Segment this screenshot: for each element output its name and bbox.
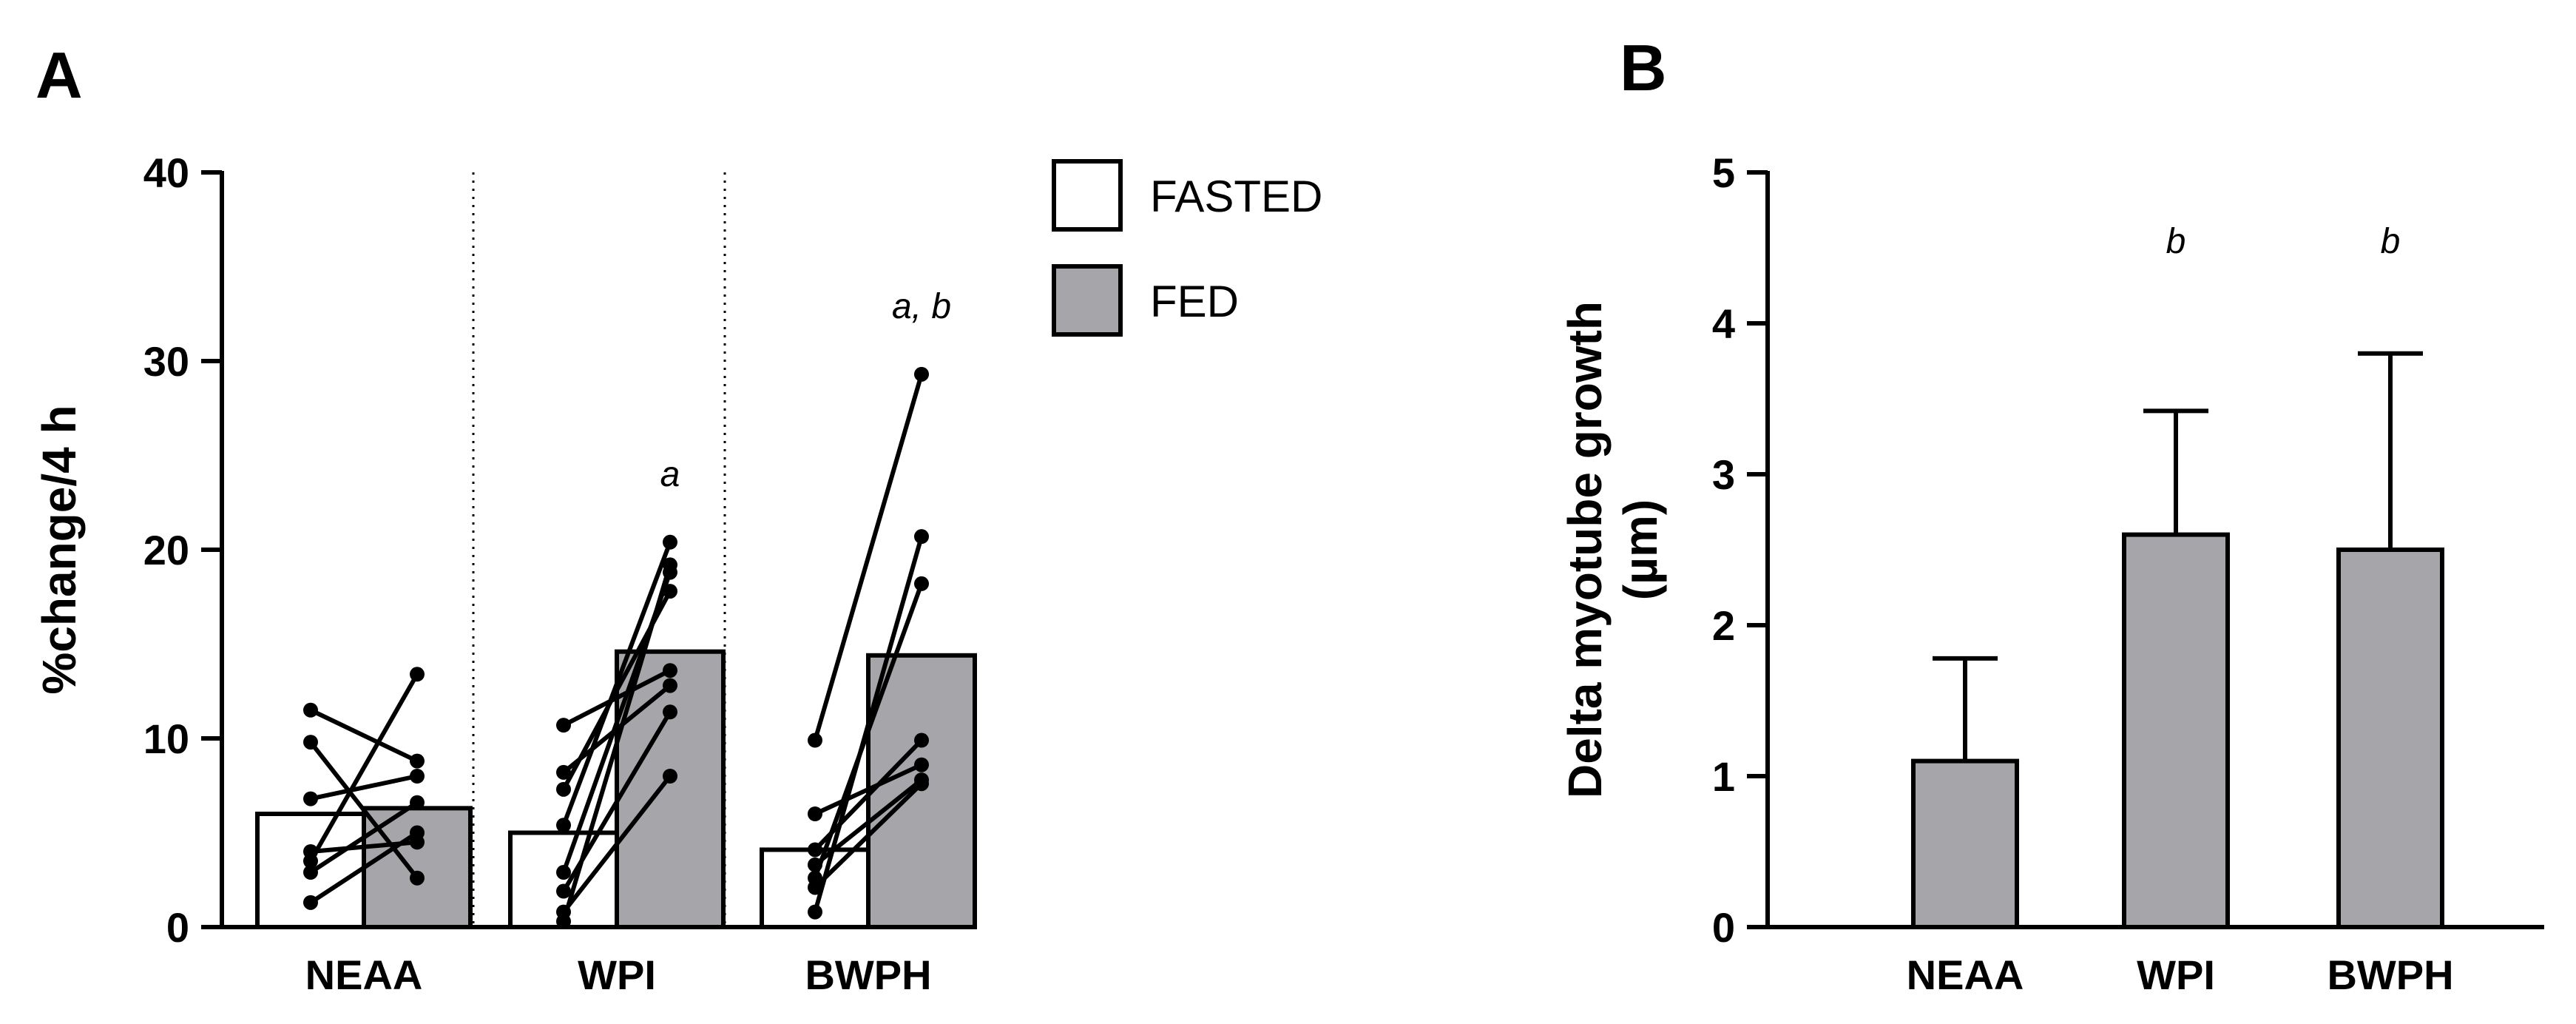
- data-point-fed: [410, 753, 425, 769]
- paired-line: [310, 774, 418, 801]
- paired-line: [309, 708, 419, 764]
- data-point-fed: [914, 529, 929, 545]
- y-tick-label-b: 5: [1712, 149, 1735, 196]
- bar-bwph: [2336, 548, 2444, 929]
- data-point-fasted: [556, 865, 571, 880]
- paired-line: [814, 762, 923, 816]
- data-point-fed: [410, 870, 425, 886]
- y-tick-label-b: 4: [1712, 300, 1735, 347]
- panel-a-label: A: [36, 38, 83, 112]
- data-point-fed: [914, 576, 929, 591]
- paired-line: [813, 536, 924, 913]
- data-point-fed: [663, 557, 677, 573]
- data-point-fed: [663, 704, 677, 720]
- chart-b: 0 1 2 3 4 5 Delta myotube growth (µm) NEAA WPI b BW…: [1558, 149, 2544, 998]
- y-axis-title-a: %change/4 h: [33, 405, 86, 694]
- data-point-fed: [914, 366, 929, 382]
- paired-line: [561, 564, 672, 923]
- paired-line: [561, 541, 672, 826]
- bar-wpi: [2122, 532, 2230, 929]
- data-point-fed: [914, 757, 929, 772]
- significance-label-a: a: [660, 455, 680, 494]
- x-category-label-b: NEAA: [1907, 951, 2024, 998]
- significance-label-a: a, b: [892, 287, 951, 326]
- x-category-label-b: BWPH: [2327, 951, 2453, 998]
- y-axis-title-b-line2: (µm): [1614, 499, 1667, 600]
- data-point-fed: [914, 732, 929, 748]
- y-tick-label-a: 0: [166, 904, 189, 951]
- paired-line: [308, 741, 419, 880]
- y-tick-label-a: 40: [143, 149, 189, 196]
- data-point-fed: [410, 825, 425, 841]
- data-point-fasted: [556, 914, 571, 929]
- y-tick-label-a: 10: [143, 715, 189, 762]
- y-tick-label-b: 2: [1712, 602, 1735, 649]
- y-tick-label-b: 1: [1712, 753, 1735, 800]
- significance-label-b: b: [2166, 222, 2186, 261]
- legend-swatch-fed: [1052, 264, 1123, 337]
- data-point-fasted: [303, 865, 318, 880]
- data-point-fed: [663, 678, 677, 693]
- legend-label-fed: FED: [1150, 277, 1239, 326]
- x-category-label-a: NEAA: [305, 951, 423, 998]
- x-category-label-a: BWPH: [805, 951, 931, 998]
- paired-line: [309, 830, 419, 905]
- x-category-label-a: WPI: [578, 951, 656, 998]
- data-point-fed: [663, 663, 677, 678]
- data-point-fasted: [556, 818, 571, 833]
- paired-line: [562, 668, 672, 727]
- data-point-fasted: [556, 718, 571, 733]
- data-point-fasted: [303, 853, 318, 869]
- paired-line: [308, 673, 419, 863]
- significance-label-b: b: [2381, 222, 2401, 261]
- data-point-fasted: [303, 791, 318, 806]
- legend-label-fasted: FASTED: [1150, 172, 1322, 221]
- y-tick-label-b: 3: [1712, 451, 1735, 498]
- data-point-fasted: [808, 806, 822, 821]
- bar-fed-bwph: [866, 653, 977, 929]
- data-point-fed: [663, 534, 677, 550]
- paired-line: [813, 782, 924, 889]
- data-point-fasted: [303, 735, 318, 750]
- data-point-fasted: [556, 883, 571, 899]
- x-category-label-b: WPI: [2137, 951, 2215, 998]
- data-point-fed: [410, 769, 425, 784]
- data-point-fasted: [808, 904, 822, 920]
- data-point-fed: [663, 769, 677, 784]
- data-point-fed: [410, 795, 425, 810]
- data-point-fasted: [556, 781, 571, 797]
- paired-line: [561, 775, 672, 914]
- y-tick-label-a: 20: [143, 527, 189, 573]
- y-tick-label-a: 30: [143, 338, 189, 385]
- data-point-fasted: [808, 842, 822, 858]
- chart-a: 0 10 20 30 40 %change/4 h NEAA WPI a BWPH a, b FAST…: [33, 149, 1322, 998]
- data-point-fasted: [808, 732, 822, 748]
- data-point-fasted: [556, 764, 571, 780]
- data-point-fed: [410, 667, 425, 682]
- data-point-fasted: [303, 895, 318, 910]
- data-point-fed: [914, 776, 929, 792]
- bar-fed-wpi: [615, 649, 726, 929]
- paired-line: [309, 801, 419, 875]
- y-axis-title-b-line1: Delta myotube growth: [1558, 301, 1612, 798]
- panel-b-label: B: [1620, 31, 1667, 104]
- data-point-fasted: [303, 702, 318, 718]
- legend-swatch-fasted: [1052, 159, 1123, 232]
- y-tick-label-b: 0: [1712, 904, 1735, 951]
- bar-neaa: [1911, 758, 2019, 929]
- paired-line: [813, 374, 924, 741]
